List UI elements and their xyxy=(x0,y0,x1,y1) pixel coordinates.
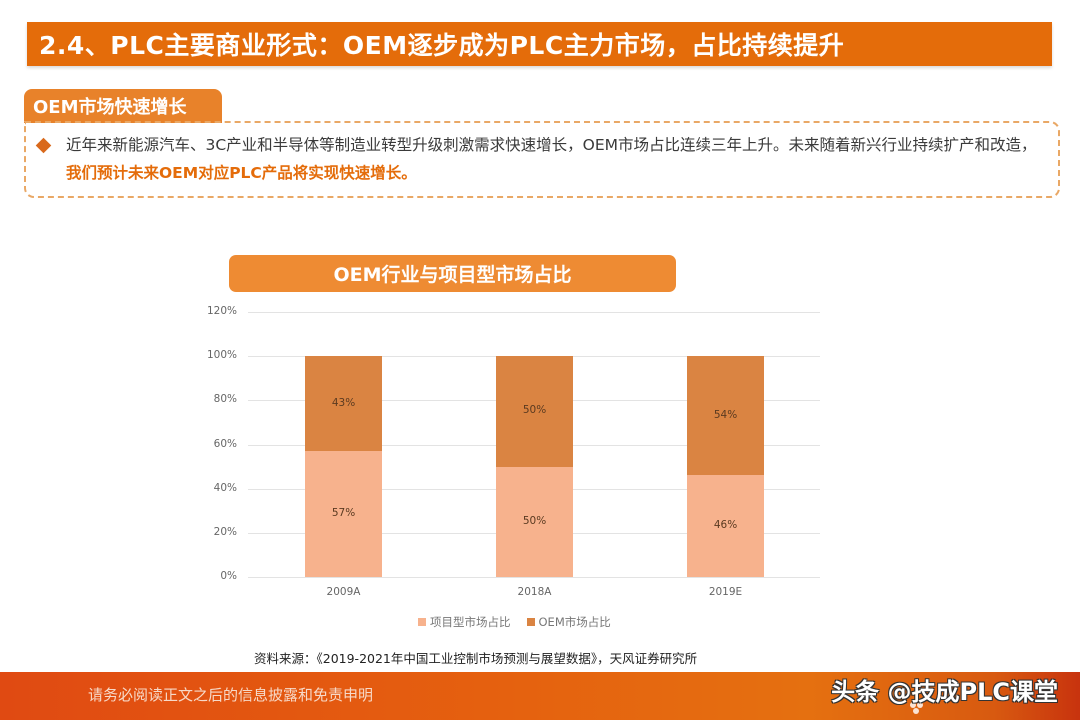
chart-title-bar: OEM行业与项目型市场占比 xyxy=(229,255,676,292)
bar-segment-oem[interactable] xyxy=(496,356,573,467)
y-axis-tick-label: 80% xyxy=(213,393,237,406)
section-tag: OEM市场快速增长 xyxy=(24,89,222,123)
slide-header: 2.4、PLC主要商业形式：OEM逐步成为PLC主力市场，占比持续提升 xyxy=(27,22,1052,66)
x-axis-tick-label: 2009A xyxy=(326,586,361,598)
bar-segment-oem[interactable] xyxy=(687,356,764,476)
legend-swatch-oem xyxy=(526,618,535,626)
summary-box: 近年来新能源汽车、3C产业和半导体等制造业转型升级刺激需求快速增长，OEM市场占… xyxy=(24,121,1060,198)
legend-label-project: 项目型市场占比 xyxy=(430,615,511,629)
slide-title: 2.4、PLC主要商业形式：OEM逐步成为PLC主力市场，占比持续提升 xyxy=(39,31,845,60)
disclaimer-text: 请务必阅读正文之后的信息披露和免责申明 xyxy=(88,686,374,704)
bar-segment-project[interactable] xyxy=(305,451,382,577)
gridline xyxy=(248,577,820,578)
x-axis-tick-label: 2019E xyxy=(708,586,743,598)
chart-legend: 项目型市场占比 OEM市场占比 xyxy=(418,614,611,630)
y-axis-tick-label: 60% xyxy=(213,437,237,450)
summary-paragraph: 近年来新能源汽车、3C产业和半导体等制造业转型升级刺激需求快速增长，OEM市场占… xyxy=(66,131,1040,187)
bar-segment-project[interactable] xyxy=(687,475,764,577)
y-axis-tick-label: 40% xyxy=(213,481,237,494)
diamond-bullet-icon xyxy=(35,137,52,154)
summary-highlight: 我们预计未来OEM对应PLC产品将实现快速增长。 xyxy=(66,164,417,182)
summary-text: 近年来新能源汽车、3C产业和半导体等制造业转型升级刺激需求快速增长，OEM市场占… xyxy=(66,136,1037,154)
bar-segment-oem[interactable] xyxy=(305,356,382,452)
y-axis-tick-label: 20% xyxy=(213,525,237,538)
watermark: 头条 @技成PLC课堂 xyxy=(831,678,1058,706)
chart-title: OEM行业与项目型市场占比 xyxy=(333,264,572,286)
source-note: 资料来源：《2019-2021年中国工业控制市场预测与展望数据》，天风证券研究所 xyxy=(254,651,698,666)
bar-segment-project[interactable] xyxy=(496,466,573,577)
y-axis-tick-label: 0% xyxy=(220,570,237,582)
legend-item-oem: OEM市场占比 xyxy=(526,614,611,630)
section-tag-label: OEM市场快速增长 xyxy=(33,97,187,118)
x-axis-tick-label: 2018A xyxy=(517,586,552,598)
legend-label-oem: OEM市场占比 xyxy=(538,615,611,629)
legend-swatch-project xyxy=(418,618,426,626)
slide-footer: 请务必阅读正文之后的信息披露和免责申明 头条 @技成PLC课堂 xyxy=(0,672,1080,720)
tianfeng-logo-icon xyxy=(910,702,924,714)
y-axis-tick-label: 100% xyxy=(206,349,237,362)
legend-item-project: 项目型市场占比 xyxy=(418,614,511,630)
y-axis-tick-label: 120% xyxy=(206,305,237,317)
gridline xyxy=(248,312,820,313)
